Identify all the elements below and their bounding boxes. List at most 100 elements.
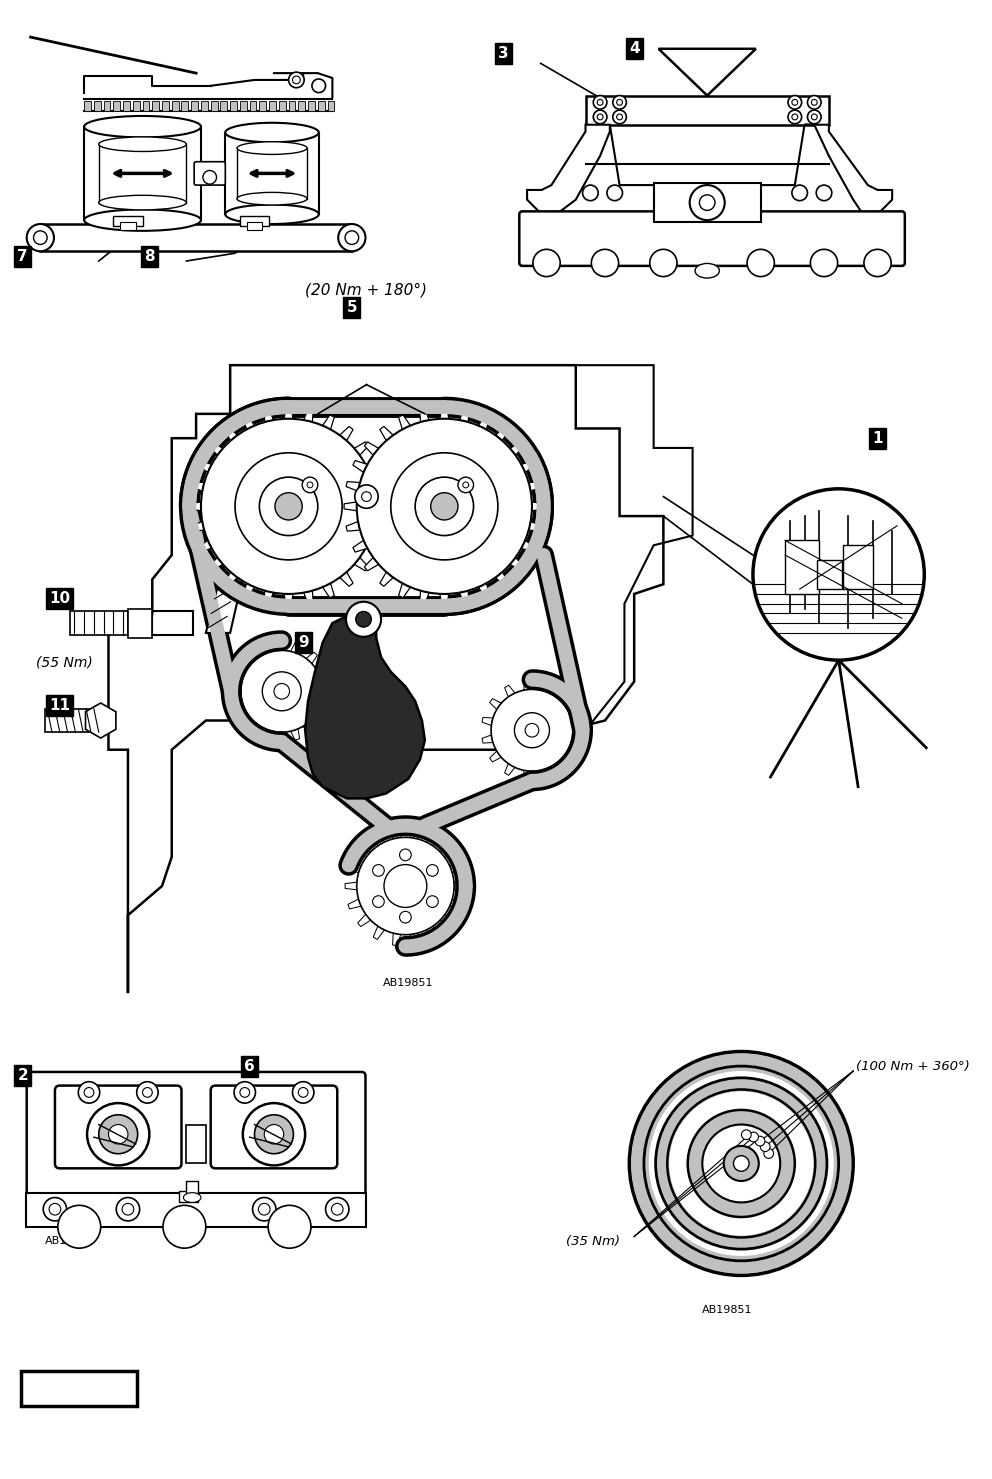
- Circle shape: [702, 1124, 780, 1202]
- Bar: [84, 102, 91, 111]
- Circle shape: [792, 185, 807, 201]
- Bar: [785, 540, 819, 595]
- Polygon shape: [239, 660, 251, 670]
- Text: AB19851: AB19851: [41, 1381, 117, 1396]
- Bar: [309, 102, 314, 111]
- Circle shape: [78, 1081, 100, 1103]
- Circle shape: [122, 1204, 134, 1216]
- Polygon shape: [541, 768, 550, 779]
- Polygon shape: [393, 827, 401, 839]
- Polygon shape: [557, 691, 567, 703]
- Bar: [41, 223, 352, 251]
- Circle shape: [591, 250, 619, 277]
- Bar: [269, 102, 276, 111]
- Ellipse shape: [99, 138, 186, 151]
- Polygon shape: [459, 408, 469, 422]
- Circle shape: [670, 1092, 813, 1235]
- Circle shape: [463, 482, 468, 488]
- Polygon shape: [307, 652, 317, 664]
- Circle shape: [613, 109, 626, 124]
- Text: 8: 8: [144, 248, 155, 263]
- Polygon shape: [243, 583, 255, 598]
- Polygon shape: [274, 640, 282, 651]
- Circle shape: [84, 1087, 94, 1097]
- Polygon shape: [284, 407, 293, 419]
- Ellipse shape: [237, 142, 308, 154]
- Ellipse shape: [695, 263, 719, 278]
- Polygon shape: [659, 49, 756, 96]
- Circle shape: [373, 865, 384, 876]
- Polygon shape: [505, 763, 515, 775]
- Circle shape: [525, 723, 539, 737]
- Circle shape: [108, 1124, 128, 1143]
- Polygon shape: [482, 735, 493, 742]
- Bar: [585, 96, 829, 124]
- Bar: [317, 102, 324, 111]
- Polygon shape: [410, 933, 419, 947]
- Bar: [289, 102, 296, 111]
- Circle shape: [293, 75, 301, 84]
- Bar: [191, 102, 198, 111]
- Polygon shape: [254, 725, 265, 737]
- Polygon shape: [304, 590, 313, 605]
- Text: AB19851: AB19851: [383, 979, 434, 988]
- Ellipse shape: [99, 195, 186, 210]
- Polygon shape: [365, 460, 380, 472]
- Circle shape: [240, 1087, 250, 1097]
- Bar: [327, 102, 334, 111]
- Circle shape: [515, 713, 550, 748]
- Polygon shape: [427, 926, 437, 939]
- Polygon shape: [532, 501, 545, 510]
- Circle shape: [427, 865, 438, 876]
- Polygon shape: [232, 679, 243, 686]
- Circle shape: [458, 478, 473, 493]
- Circle shape: [811, 114, 817, 120]
- Polygon shape: [373, 926, 385, 939]
- Circle shape: [755, 1136, 765, 1146]
- Bar: [182, 102, 188, 111]
- Circle shape: [788, 96, 802, 109]
- Polygon shape: [373, 833, 385, 846]
- Circle shape: [253, 1198, 276, 1220]
- Polygon shape: [188, 501, 201, 510]
- Ellipse shape: [225, 204, 318, 223]
- Circle shape: [613, 96, 626, 109]
- Circle shape: [243, 1103, 306, 1165]
- Circle shape: [788, 109, 802, 124]
- FancyBboxPatch shape: [210, 1086, 337, 1168]
- Bar: [240, 102, 247, 111]
- Circle shape: [384, 865, 427, 908]
- Polygon shape: [410, 827, 419, 839]
- Polygon shape: [449, 899, 463, 910]
- Circle shape: [807, 109, 821, 124]
- Text: (20 Nm + 180°): (20 Nm + 180°): [306, 282, 428, 297]
- Polygon shape: [439, 407, 448, 419]
- Circle shape: [810, 250, 837, 277]
- Polygon shape: [358, 846, 371, 858]
- Bar: [69, 611, 128, 634]
- Circle shape: [764, 1149, 774, 1158]
- Circle shape: [203, 170, 216, 183]
- Text: 7: 7: [18, 248, 28, 263]
- Circle shape: [491, 689, 572, 771]
- Polygon shape: [322, 416, 334, 429]
- Ellipse shape: [84, 210, 201, 231]
- Bar: [113, 102, 120, 111]
- Circle shape: [303, 478, 317, 493]
- Circle shape: [355, 485, 378, 509]
- Circle shape: [357, 419, 532, 595]
- Text: (100 Nm + 360°): (100 Nm + 360°): [856, 1059, 970, 1072]
- Bar: [259, 102, 266, 111]
- Circle shape: [289, 72, 305, 87]
- Polygon shape: [482, 717, 493, 726]
- Polygon shape: [373, 522, 387, 531]
- Polygon shape: [322, 688, 332, 695]
- Ellipse shape: [27, 223, 54, 251]
- Polygon shape: [529, 482, 543, 491]
- Polygon shape: [427, 833, 437, 846]
- Bar: [172, 102, 179, 111]
- Bar: [46, 708, 99, 732]
- Text: 9: 9: [298, 634, 309, 651]
- Circle shape: [44, 1198, 66, 1220]
- Polygon shape: [190, 482, 204, 491]
